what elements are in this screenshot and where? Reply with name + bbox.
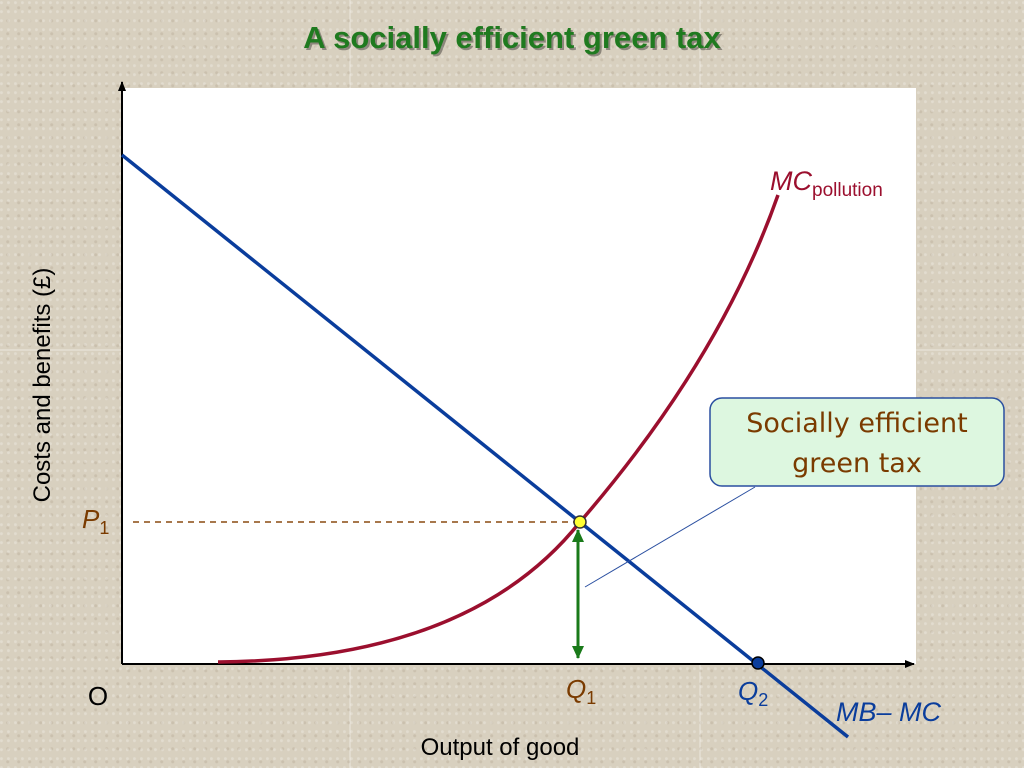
p1-label: P1 [82, 504, 109, 538]
origin-label: O [88, 681, 108, 711]
label-main: P [82, 504, 100, 534]
title: A socially efficient green tax [303, 20, 721, 55]
label-main: MC [770, 166, 812, 196]
q2-point [751, 656, 765, 670]
plot-area [122, 88, 916, 664]
label-main: Q [738, 676, 758, 706]
label-sub: 1 [586, 688, 596, 708]
mb-mc-line [120, 153, 850, 739]
label-sub: 2 [758, 690, 768, 710]
callout-box [709, 397, 1005, 487]
callout-text: Socially efficient [746, 408, 967, 439]
callout-text: green tax [792, 448, 922, 479]
label-sub: 1 [99, 518, 109, 538]
label-main: Q [566, 674, 586, 704]
q1-label: Q1 [566, 674, 596, 708]
label-sub: pollution [812, 180, 883, 201]
mb-mc-label: MB– MC [836, 697, 942, 727]
y-axis-label: Costs and benefits (£) [29, 268, 56, 503]
mc-pollution-label: MCpollution [770, 166, 883, 201]
equilibrium-point [573, 515, 587, 529]
q2-label: Q2 [738, 676, 768, 710]
x-axis-label: Output of good [421, 734, 580, 761]
title-shadow: A socially efficient green tax [305, 22, 723, 57]
callout-pointer [584, 486, 756, 588]
